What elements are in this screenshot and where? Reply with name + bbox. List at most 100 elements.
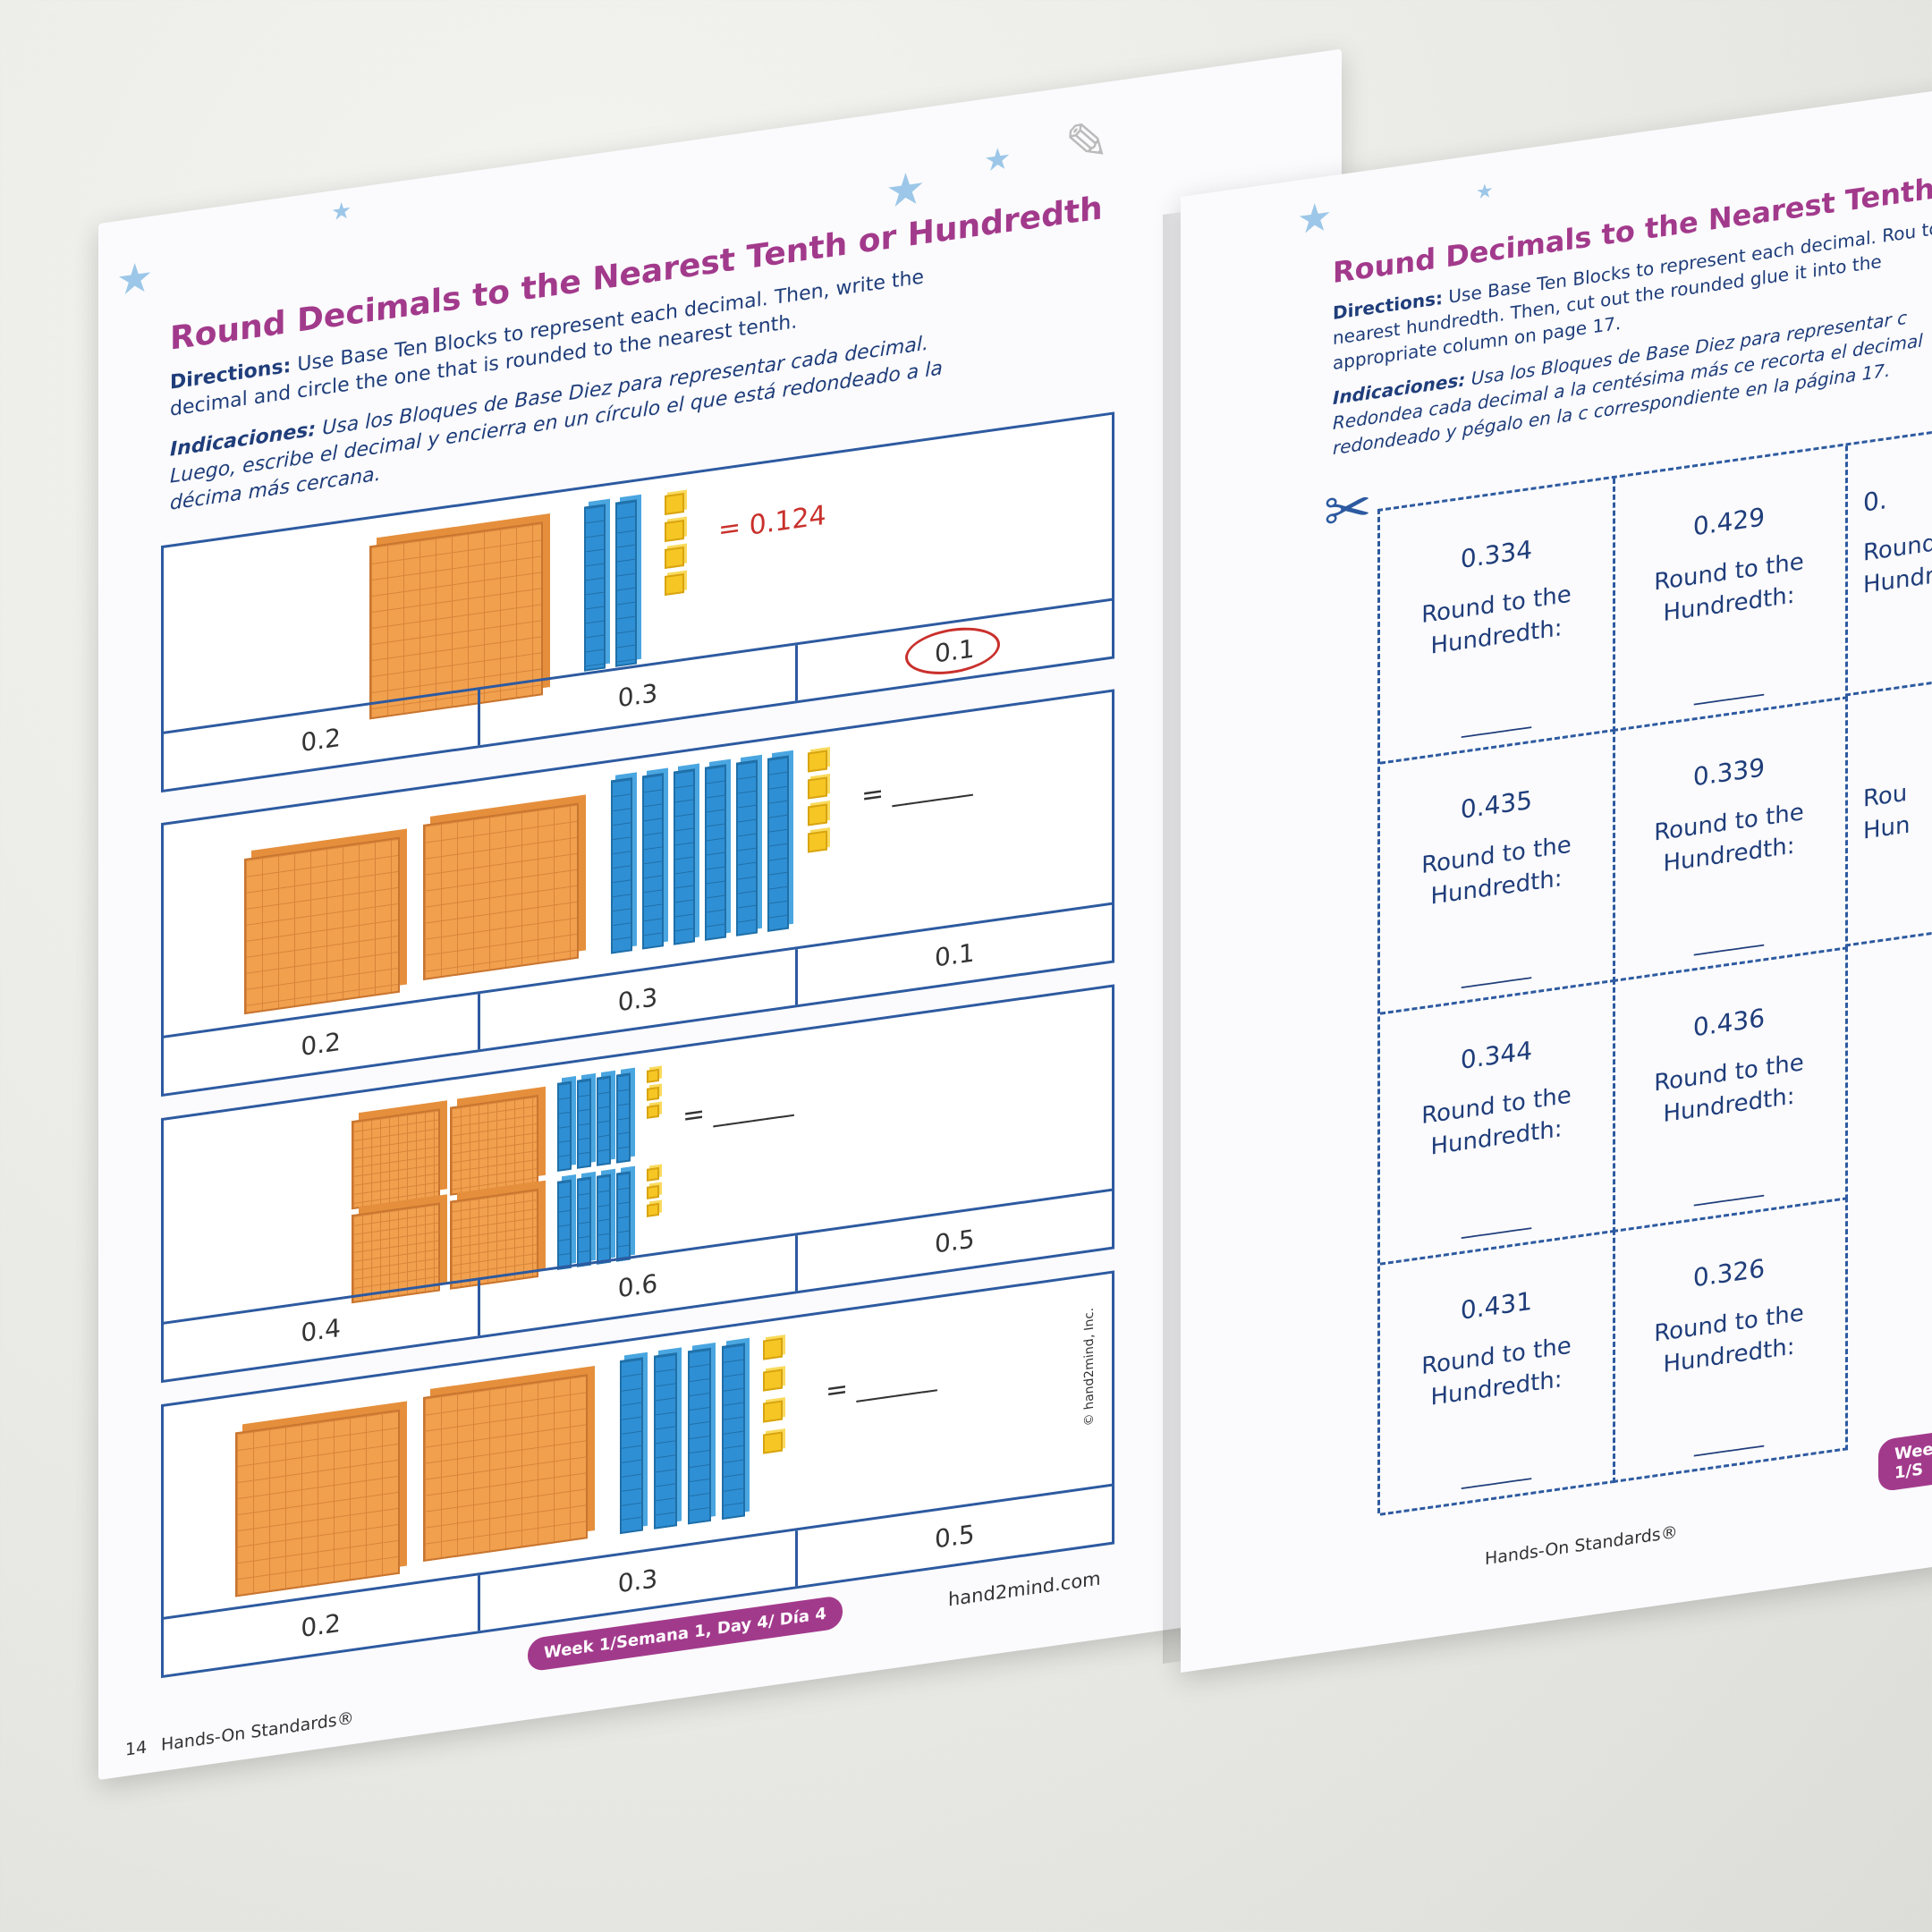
ten-rod — [557, 1179, 572, 1270]
scissors-icon: ✂ — [1324, 473, 1372, 547]
card-label-line: Hun — [1863, 811, 1911, 845]
cutout-card[interactable]: 0.435 Round to the Hundredth: ______ — [1380, 728, 1615, 1015]
card-label: Round to the Hundredth: — [1421, 1332, 1572, 1411]
ten-rod — [597, 1174, 611, 1265]
cutout-card[interactable]: 0.436 Round to the Hundredth: ______ — [1613, 946, 1848, 1233]
answer-blank[interactable]: = ______ — [682, 1085, 794, 1133]
unit-cube — [763, 1337, 783, 1360]
card-label: Round to the Hundredth: — [1421, 580, 1572, 660]
card-decimal: 0.436 — [1692, 1003, 1766, 1043]
card-decimal: 0.435 — [1460, 784, 1533, 826]
unit-cube — [647, 1086, 659, 1101]
option[interactable]: 0.2 — [164, 993, 481, 1094]
ten-rod — [722, 1343, 745, 1521]
hundred-flat — [244, 836, 400, 1015]
star-icon: ★ — [886, 161, 926, 219]
unit-cube — [647, 1068, 659, 1083]
cutout-card[interactable]: 0.429 Round to the Hundredth: ______ — [1613, 445, 1848, 733]
cutout-card[interactable]: 0.334 Round to the Hundredth: ______ — [1380, 478, 1615, 765]
ten-rod — [705, 764, 726, 941]
ten-rod — [616, 1171, 631, 1262]
option[interactable]: 0.1 — [935, 936, 975, 973]
card-blank: ______ — [1462, 1453, 1531, 1490]
star-icon: ★ — [1297, 193, 1333, 244]
right-page: ★ ★ Round Decimals to the Nearest Tenth … — [1181, 83, 1932, 1673]
option[interactable]: 0.2 — [164, 689, 481, 790]
card-label-line: Rou — [1863, 779, 1908, 813]
answer-blank[interactable]: = ______ — [861, 765, 973, 813]
unit-cube — [763, 1368, 783, 1392]
card-label: Round to the Hundredth: — [1654, 1300, 1804, 1379]
option[interactable]: 0.2 — [164, 1574, 481, 1675]
unit-cube — [665, 519, 684, 543]
star-icon: ★ — [984, 140, 1012, 180]
unit-cube — [808, 803, 827, 826]
card-decimal: 0.344 — [1460, 1035, 1533, 1076]
unit-cube — [665, 546, 684, 570]
cutout-card[interactable]: 0.431 Round to the Hundredth: ______ — [1380, 1229, 1615, 1516]
hundred-flat — [352, 1108, 440, 1210]
ten-rod — [557, 1080, 572, 1172]
cutout-card[interactable]: Rou Hun — [1845, 676, 1932, 947]
card-label-line: Hundre — [1863, 560, 1932, 599]
page-number: 14 — [125, 1737, 148, 1760]
hundred-flat — [423, 802, 579, 980]
card-decimal: 0.334 — [1460, 534, 1533, 575]
ten-rod — [674, 768, 695, 945]
ten-rod — [616, 1072, 631, 1164]
unit-cube — [647, 1104, 659, 1119]
left-page: ★ ★ ★ ★ ✎ Round Decimals to the Nearest … — [98, 48, 1342, 1781]
card-label-partial: Rou Hun — [1863, 766, 1932, 848]
ten-rod — [620, 1357, 643, 1535]
answer-blank[interactable]: = ______ — [826, 1360, 937, 1408]
card-decimal: 0.431 — [1460, 1285, 1533, 1326]
option[interactable]: 0.5 — [935, 1518, 975, 1555]
card-decimal: 0.339 — [1692, 752, 1766, 792]
ten-rod — [611, 777, 632, 954]
ten-rod — [642, 773, 664, 950]
ten-rod — [577, 1078, 591, 1169]
unit-cube — [647, 1166, 659, 1182]
star-icon: ★ — [1476, 179, 1494, 205]
card-label: Round to the Hundredth: — [1654, 548, 1804, 628]
unit-cube — [763, 1400, 783, 1423]
unit-cube — [647, 1184, 659, 1199]
card-label-partial: Round tHundre — [1863, 520, 1932, 602]
option[interactable]: 0.5 — [935, 1223, 975, 1259]
publication-name: Hands-On Standards® — [161, 1707, 354, 1756]
ten-rod — [584, 504, 606, 672]
hundred-flat — [450, 1094, 538, 1196]
hundred-flat — [235, 1409, 400, 1597]
cutout-card[interactable]: 0.326 Round to the Hundredth: ______ — [1613, 1197, 1848, 1484]
hundred-flat — [423, 1374, 588, 1562]
publication-name: Hands-On Standards® — [1485, 1521, 1678, 1570]
card-label: Round to the Hundredth: — [1654, 799, 1804, 878]
unit-cube — [808, 750, 827, 773]
answer-value: = 0.124 — [718, 499, 826, 547]
unit-cube — [808, 830, 827, 853]
card-decimal: 0.326 — [1692, 1253, 1766, 1293]
option-circled[interactable]: 0.1 — [798, 601, 1112, 700]
cutout-card[interactable]: 0. Round tHundre — [1845, 426, 1932, 697]
unit-cube — [665, 492, 684, 516]
unit-cube — [808, 776, 827, 800]
ten-rod — [654, 1352, 677, 1530]
unit-cube — [763, 1431, 783, 1454]
card-decimal: 0.429 — [1692, 502, 1766, 542]
card-label: Round to the Hundredth: — [1421, 1081, 1572, 1161]
card-decimal: 0. — [1863, 485, 1887, 518]
copyright: © hand2mind, Inc. — [1082, 1307, 1097, 1428]
pencil-icon: ✎ — [1064, 108, 1110, 178]
star-icon: ★ — [116, 251, 154, 306]
cutout-grid: 0.334 Round to the Hundredth: ______ 0.4… — [1377, 423, 1932, 1516]
card-blank: ______ — [1694, 1420, 1764, 1458]
star-icon: ★ — [331, 197, 352, 227]
ten-rod — [767, 755, 789, 932]
card-label: Round to the Hundredth: — [1421, 831, 1572, 911]
cutout-card[interactable]: 0.344 Round to the Hundredth: ______ — [1380, 979, 1615, 1266]
cutout-card[interactable]: 0.339 Round to the Hundredth: ______ — [1613, 696, 1848, 983]
ten-rod — [577, 1176, 591, 1267]
ten-rod — [615, 499, 637, 667]
option[interactable]: 0.4 — [164, 1279, 481, 1380]
